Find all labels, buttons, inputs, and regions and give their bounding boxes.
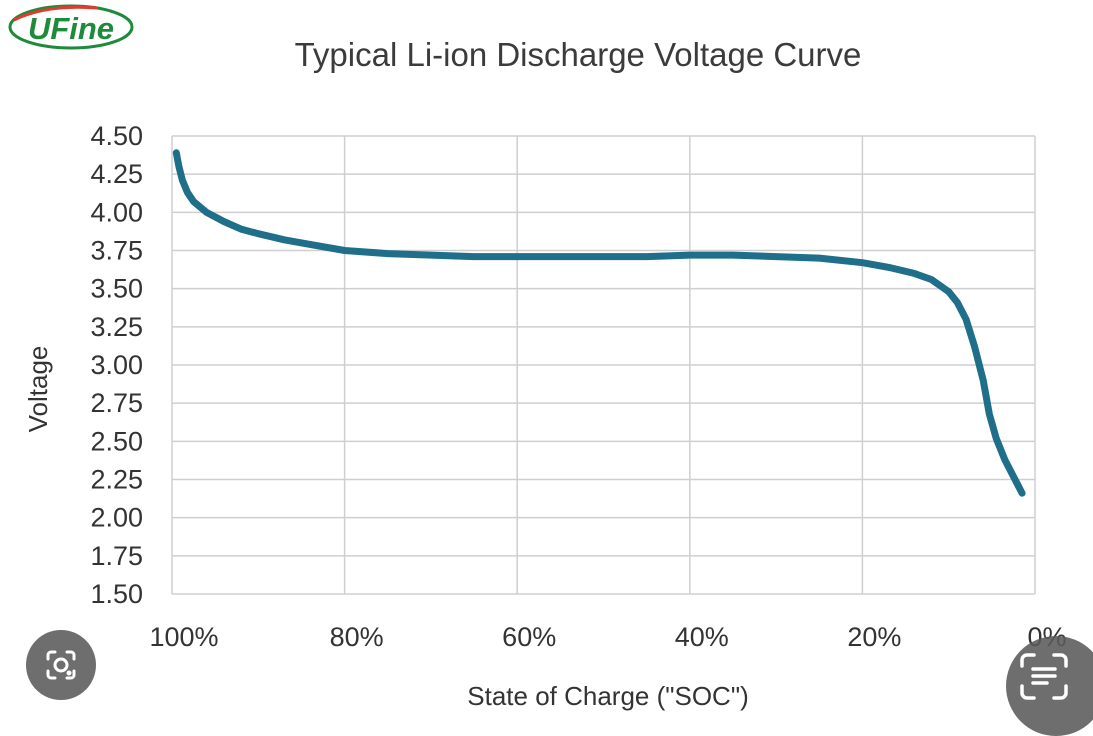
- x-tick-label: 80%: [330, 622, 384, 652]
- y-axis-label: Voltage: [23, 346, 53, 433]
- y-tick-label: 2.00: [90, 503, 143, 533]
- x-tick-label: 100%: [149, 622, 218, 652]
- y-tick-label: 2.50: [90, 426, 143, 456]
- ufine-logo: UFine: [8, 4, 134, 50]
- y-tick-label: 2.75: [90, 388, 143, 418]
- y-axis-ticks: 4.50 4.25 4.00 3.75 3.50 3.25 3.00 2.75 2.50 2.25…: [90, 121, 143, 609]
- chart: Typical Li-ion Discharge Voltage Curve 4…: [23, 36, 1067, 711]
- y-tick-label: 2.25: [90, 465, 143, 495]
- text-scan-icon: [1020, 653, 1068, 700]
- visual-search-button[interactable]: [26, 630, 96, 700]
- y-tick-label: 3.50: [90, 274, 143, 304]
- chart-title: Typical Li-ion Discharge Voltage Curve: [295, 36, 862, 73]
- discharge-curve-line: [172, 149, 1026, 497]
- x-tick-label: 20%: [847, 622, 901, 652]
- camera-lens-icon: [46, 650, 76, 680]
- y-tick-label: 3.25: [90, 312, 143, 342]
- y-tick-label: 1.75: [90, 541, 143, 571]
- x-axis-label: State of Charge ("SOC"): [467, 681, 748, 711]
- series-layer: [172, 149, 1026, 497]
- x-tick-label: 40%: [675, 622, 729, 652]
- y-tick-label: 3.75: [90, 236, 143, 266]
- text-scan-button[interactable]: [1006, 636, 1093, 736]
- x-tick-label: 60%: [502, 622, 556, 652]
- y-tick-label: 4.00: [90, 197, 143, 227]
- y-tick-label: 3.00: [90, 350, 143, 380]
- logo-text: UFine: [28, 11, 114, 46]
- grid: [171, 135, 1036, 595]
- y-tick-label: 4.25: [90, 159, 143, 189]
- y-tick-label: 4.50: [90, 121, 143, 151]
- y-tick-label: 1.50: [90, 579, 143, 609]
- x-axis-ticks: 100%80%60%40%20%0%: [149, 622, 1066, 652]
